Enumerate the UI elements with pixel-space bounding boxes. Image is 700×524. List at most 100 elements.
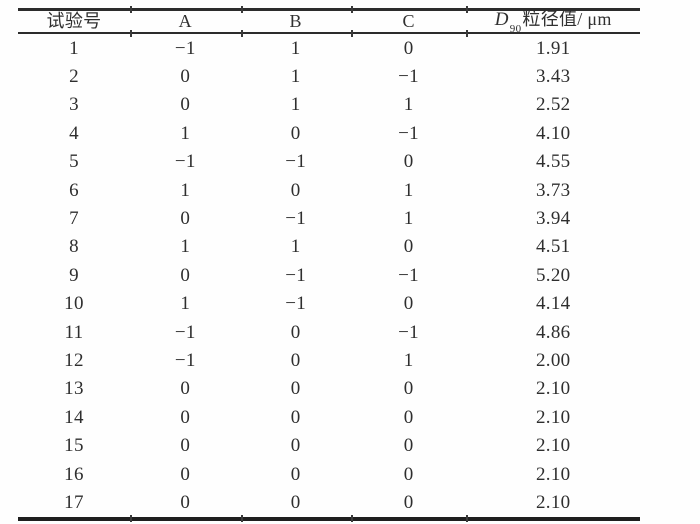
table-cell: 0 bbox=[180, 406, 191, 428]
table-cell: 10 bbox=[64, 293, 84, 315]
table-cell: 7 bbox=[69, 208, 79, 230]
table-cell: 1 bbox=[403, 94, 414, 116]
column-tick bbox=[350, 514, 353, 522]
table-cell: 1 bbox=[403, 349, 414, 371]
table-cell: 6 bbox=[69, 179, 79, 201]
table-cell: −1 bbox=[398, 66, 419, 88]
table-cell: 5 bbox=[69, 151, 79, 173]
table-cell: 9 bbox=[69, 264, 79, 286]
table-cell: −1 bbox=[174, 349, 196, 371]
table-cell: 0 bbox=[403, 463, 414, 485]
table-cell: 8 bbox=[69, 236, 79, 258]
column-tick bbox=[350, 6, 353, 13]
column-tick bbox=[240, 514, 243, 522]
column-tick bbox=[129, 6, 132, 13]
table-cell: 0 bbox=[403, 37, 414, 59]
table-row: 17 0 0 0 2.10 bbox=[18, 488, 640, 516]
table-cell: 0 bbox=[180, 378, 191, 400]
table-body: 1 −1 1 0 1.91 2 0 1 −1 3.43 3 0 1 1 2.52 4 1 0 −1 4.10 5 −1 −1… bbox=[18, 34, 640, 517]
table-cell: 1 bbox=[180, 122, 191, 144]
table-cell: 0 bbox=[290, 406, 301, 428]
table-row: 12 −1 0 1 2.00 bbox=[18, 346, 640, 374]
table-cell: 1 bbox=[290, 37, 301, 59]
table-cell: 4.14 bbox=[535, 293, 571, 315]
column-tick bbox=[129, 514, 132, 522]
table-cell: 0 bbox=[180, 94, 191, 116]
table-cell: 17 bbox=[64, 491, 84, 513]
d90-symbol: D bbox=[494, 8, 509, 30]
table-row: 2 0 1 −1 3.43 bbox=[18, 62, 640, 90]
table-cell: 0 bbox=[290, 349, 301, 371]
table-cell: 4.51 bbox=[535, 236, 571, 258]
table-cell: 3.43 bbox=[535, 66, 571, 88]
header-cell-factor-c: C bbox=[402, 11, 415, 32]
table-row: 13 0 0 0 2.10 bbox=[18, 375, 640, 403]
table-row: 16 0 0 0 2.10 bbox=[18, 460, 640, 488]
table-row: 14 0 0 0 2.10 bbox=[18, 403, 640, 431]
table-cell: 0 bbox=[290, 491, 301, 513]
table-cell: 11 bbox=[64, 321, 84, 343]
table-cell: 0 bbox=[180, 463, 191, 485]
table-cell: 16 bbox=[64, 463, 84, 485]
table-row: 6 1 0 1 3.73 bbox=[18, 176, 640, 204]
table-cell: 2.00 bbox=[535, 349, 571, 371]
table-cell: −1 bbox=[285, 208, 307, 230]
table-cell: 13 bbox=[64, 378, 84, 400]
table-cell: −1 bbox=[285, 264, 307, 286]
table-bottom-border bbox=[18, 514, 640, 522]
table-cell: 0 bbox=[403, 293, 414, 315]
table-cell: −1 bbox=[285, 293, 307, 315]
table-row: 8 1 1 0 4.51 bbox=[18, 233, 640, 261]
table-row: 11 −1 0 −1 4.86 bbox=[18, 318, 640, 346]
d90-subscript: 90 bbox=[509, 22, 522, 35]
header-cell-d90: D90粒径值/ μm bbox=[466, 8, 640, 35]
experiment-design-table: 试验号 A B C D90粒径值/ μm 1 −1 1 0 1.91 2 0 1 −1 3.43 3… bbox=[18, 6, 640, 522]
table-cell: −1 bbox=[398, 321, 419, 343]
table-cell: 0 bbox=[403, 151, 414, 173]
table-cell: 0 bbox=[403, 491, 414, 513]
table-cell: 3.73 bbox=[535, 179, 571, 201]
table-cell: 4.10 bbox=[535, 122, 571, 144]
table-cell: 1 bbox=[180, 293, 191, 315]
table-cell: −1 bbox=[398, 122, 419, 144]
table-cell: 3 bbox=[69, 94, 79, 116]
table-cell: −1 bbox=[285, 151, 307, 173]
table-row: 10 1 −1 0 4.14 bbox=[18, 290, 640, 318]
table-cell: 1 bbox=[180, 236, 191, 258]
table-top-border bbox=[18, 6, 640, 13]
table-cell: 2.10 bbox=[535, 491, 571, 513]
table-cell: 0 bbox=[290, 435, 301, 457]
table-row: 1 −1 1 0 1.91 bbox=[18, 34, 640, 62]
table-cell: 3.94 bbox=[535, 208, 571, 230]
table-cell: 1 bbox=[290, 66, 301, 88]
table-header-row: 试验号 A B C D90粒径值/ μm bbox=[18, 8, 640, 35]
table-cell: 2.10 bbox=[535, 406, 571, 428]
table-cell: 0 bbox=[180, 491, 191, 513]
table-cell: 0 bbox=[290, 122, 301, 144]
table-cell: 0 bbox=[290, 463, 301, 485]
table-cell: 0 bbox=[290, 321, 301, 343]
header-cell-factor-b: B bbox=[289, 11, 302, 32]
table-cell: −1 bbox=[398, 264, 419, 286]
table-cell: 0 bbox=[180, 208, 191, 230]
table-cell: 1.91 bbox=[535, 37, 571, 59]
table-cell: −1 bbox=[174, 37, 196, 59]
table-cell: 2.10 bbox=[535, 435, 571, 457]
header-cell-factor-a: A bbox=[178, 11, 192, 32]
header-divider-line bbox=[18, 30, 640, 37]
table-cell: −1 bbox=[174, 321, 196, 343]
table-cell: 14 bbox=[64, 406, 84, 428]
table-cell: 0 bbox=[403, 378, 414, 400]
table-cell: 2.10 bbox=[535, 378, 571, 400]
table-cell: 0 bbox=[180, 435, 191, 457]
column-tick bbox=[466, 6, 469, 13]
table-cell: 1 bbox=[69, 37, 79, 59]
table-cell: 2 bbox=[69, 66, 79, 88]
table-cell: 1 bbox=[403, 179, 414, 201]
table-cell: 0 bbox=[290, 179, 301, 201]
column-tick bbox=[129, 30, 132, 37]
table-row: 9 0 −1 −1 5.20 bbox=[18, 261, 640, 289]
table-cell: −1 bbox=[174, 151, 196, 173]
table-cell: 0 bbox=[180, 264, 191, 286]
